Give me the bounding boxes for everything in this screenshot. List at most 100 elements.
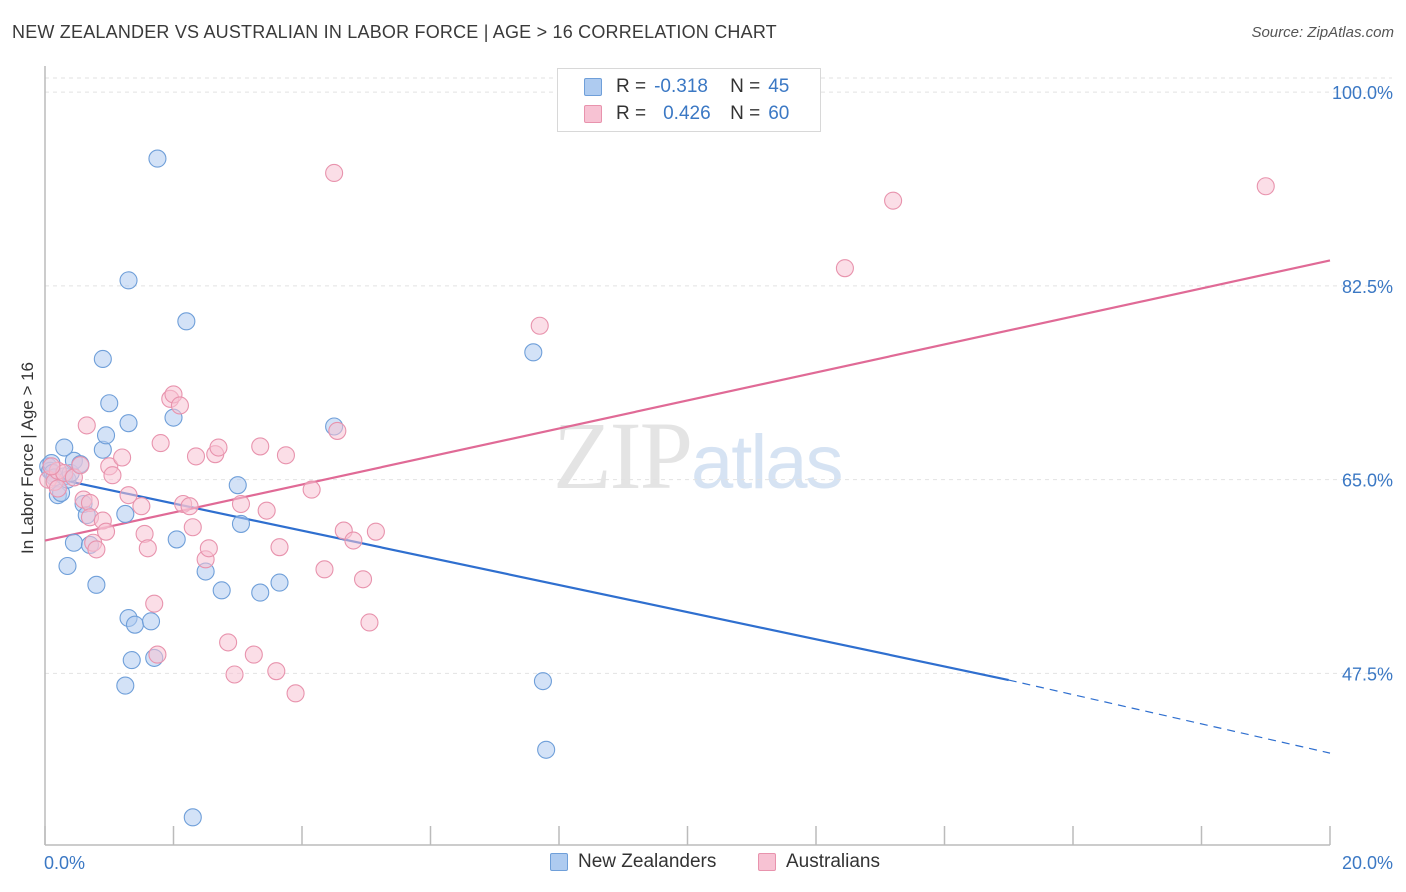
point-australians xyxy=(835,259,854,278)
y-tick-label: 47.5% xyxy=(1342,664,1393,684)
point-new-zealanders xyxy=(231,514,251,533)
point-new-zealanders xyxy=(167,530,186,549)
point-australians xyxy=(42,457,61,476)
bottom-legend-australians: Australians xyxy=(758,851,880,873)
point-australians xyxy=(151,434,170,453)
point-new-zealanders xyxy=(93,349,112,369)
bottom-legend-label: Australians xyxy=(786,851,880,872)
data-points xyxy=(39,149,1275,827)
point-new-zealanders xyxy=(524,343,543,362)
bottom-legend-label: New Zealanders xyxy=(578,851,717,872)
point-new-zealanders xyxy=(64,533,83,552)
trend-line-new-zealanders-dashed xyxy=(1008,679,1331,754)
point-australians xyxy=(119,486,138,505)
point-australians xyxy=(1256,177,1275,196)
point-australians xyxy=(77,416,96,435)
point-australians xyxy=(231,494,251,514)
grid-lines xyxy=(45,77,1392,674)
y-axis-label: In Labor Force | Age > 16 xyxy=(18,362,37,554)
point-australians xyxy=(270,538,289,557)
bottom-legend-new-zealanders: New Zealanders xyxy=(550,851,716,873)
point-australians xyxy=(103,466,122,485)
point-australians xyxy=(353,570,373,589)
point-new-zealanders xyxy=(141,612,161,631)
legend-n-label: N = xyxy=(730,76,761,97)
point-australians xyxy=(328,421,347,440)
point-australians xyxy=(344,531,363,550)
point-australians xyxy=(96,522,116,541)
point-new-zealanders xyxy=(148,149,167,168)
point-new-zealanders xyxy=(177,312,196,331)
bottom-legend-swatch-australians xyxy=(758,853,776,871)
axes xyxy=(44,66,1331,846)
point-australians xyxy=(183,518,202,537)
point-australians xyxy=(360,613,379,632)
point-new-zealanders xyxy=(58,556,77,576)
x-tick-label: 0.0% xyxy=(44,853,85,873)
point-new-zealanders xyxy=(533,672,552,691)
point-new-zealanders xyxy=(55,438,74,457)
watermark: ZIPatlas xyxy=(553,400,844,511)
y-tick-label: 100.0% xyxy=(1332,83,1393,103)
point-australians xyxy=(71,456,90,475)
legend-r-label: R = xyxy=(616,76,647,97)
point-new-zealanders xyxy=(116,504,135,524)
legend-n-value: 60 xyxy=(768,103,790,124)
point-australians xyxy=(170,396,189,415)
point-australians xyxy=(244,645,263,664)
point-australians xyxy=(148,645,167,664)
legend-n-label: N = xyxy=(730,103,761,124)
point-australians xyxy=(225,665,244,684)
point-new-zealanders xyxy=(119,414,138,433)
legend-r-value: -0.318 xyxy=(654,76,708,97)
trend-line-australians xyxy=(44,259,1331,542)
trend-lines xyxy=(44,259,1331,754)
point-new-zealanders xyxy=(212,581,231,600)
point-new-zealanders xyxy=(122,651,141,670)
legend-swatch-australians xyxy=(584,105,602,123)
point-australians xyxy=(286,684,305,703)
point-australians xyxy=(145,594,164,613)
point-australians xyxy=(113,448,132,467)
point-australians xyxy=(180,497,199,516)
legend-row-new-zealanders: R = -0.318 N = 45 xyxy=(584,75,789,99)
legend-r-value: 0.426 xyxy=(663,103,711,124)
point-australians xyxy=(325,163,344,183)
axis-labels: 47.5% 65.0% 82.5% 100.0% 0.0% 20.0% In Labor F… xyxy=(18,83,1393,873)
point-new-zealanders xyxy=(183,808,202,827)
legend-row-australians: R = 0.426 N = 60 xyxy=(584,102,789,126)
point-new-zealanders xyxy=(251,583,270,602)
y-tick-label: 82.5% xyxy=(1342,277,1393,297)
point-new-zealanders xyxy=(119,271,138,290)
watermark-zip: ZIP xyxy=(553,402,693,509)
point-new-zealanders xyxy=(116,676,135,695)
point-australians xyxy=(366,522,385,541)
point-australians xyxy=(257,501,276,520)
correlation-legend: R = -0.318 N = 45 R = 0.426 N = 60 xyxy=(557,68,821,132)
chart-source: Source: ZipAtlas.com xyxy=(1251,24,1394,41)
point-australians xyxy=(267,662,286,681)
legend-swatch-new-zealanders xyxy=(584,78,602,96)
trend-line-new-zealanders xyxy=(44,475,1009,682)
point-australians xyxy=(315,560,334,579)
y-tick-label: 65.0% xyxy=(1342,471,1393,491)
legend-n-value: 45 xyxy=(768,76,790,97)
point-australians xyxy=(209,438,228,457)
bottom-legend-swatch-new-zealanders xyxy=(550,853,568,871)
point-australians xyxy=(884,191,903,210)
point-australians xyxy=(186,447,206,466)
point-australians xyxy=(132,497,151,516)
point-australians xyxy=(48,479,67,498)
point-new-zealanders xyxy=(537,740,556,759)
point-australians xyxy=(87,540,106,559)
point-new-zealanders xyxy=(87,575,106,594)
point-new-zealanders xyxy=(96,426,116,445)
point-new-zealanders xyxy=(125,615,144,634)
point-australians xyxy=(138,539,157,558)
point-new-zealanders xyxy=(228,476,247,495)
chart-title: NEW ZEALANDER VS AUSTRALIAN IN LABOR FOR… xyxy=(12,22,777,42)
point-australians xyxy=(199,539,218,558)
point-australians xyxy=(251,437,270,456)
point-australians xyxy=(219,633,238,652)
